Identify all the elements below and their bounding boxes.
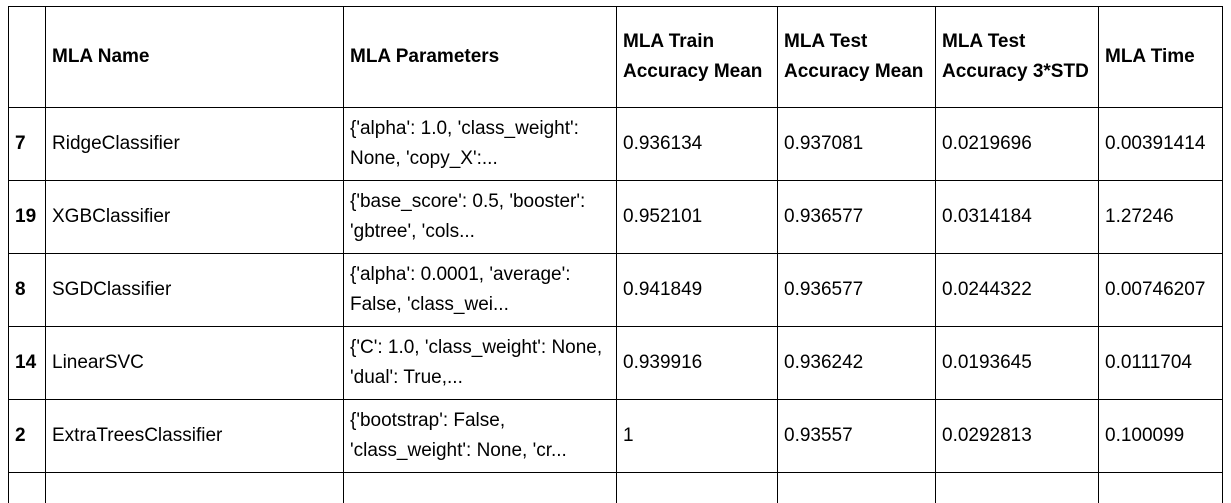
mla-parameters-cell: {'base_score': 0.5, 'booster': 'gbtree',… — [344, 181, 617, 254]
table-row: 2 ExtraTreesClassifier {'bootstrap': Fal… — [9, 400, 1223, 473]
partial-cell — [1099, 473, 1223, 503]
partial-cell — [344, 473, 617, 503]
header-index — [9, 7, 46, 108]
table-body: 7 RidgeClassifier {'alpha': 1.0, 'class_… — [9, 108, 1223, 503]
table-row: 7 RidgeClassifier {'alpha': 1.0, 'class_… — [9, 108, 1223, 181]
row-index: 14 — [9, 327, 46, 400]
row-index: 2 — [9, 400, 46, 473]
train-accuracy-cell: 0.952101 — [617, 181, 778, 254]
train-accuracy-cell: 0.941849 — [617, 254, 778, 327]
results-table: MLA Name MLA Parameters MLA Train Accura… — [8, 6, 1223, 503]
table-row: 14 LinearSVC {'C': 1.0, 'class_weight': … — [9, 327, 1223, 400]
mla-name-cell: LinearSVC — [46, 327, 344, 400]
test-accuracy-cell: 0.936242 — [778, 327, 936, 400]
mla-name-cell: SGDClassifier — [46, 254, 344, 327]
table-header: MLA Name MLA Parameters MLA Train Accura… — [9, 7, 1223, 108]
partial-cell — [936, 473, 1099, 503]
time-cell: 0.0111704 — [1099, 327, 1223, 400]
header-mla-name: MLA Name — [46, 7, 344, 108]
partial-cell — [9, 473, 46, 503]
test-accuracy-cell: 0.936577 — [778, 181, 936, 254]
test-3std-cell: 0.0219696 — [936, 108, 1099, 181]
train-accuracy-cell: 1 — [617, 400, 778, 473]
partial-cell — [617, 473, 778, 503]
partial-cell — [46, 473, 344, 503]
train-accuracy-cell: 0.936134 — [617, 108, 778, 181]
header-train-accuracy-mean: MLA Train Accuracy Mean — [617, 7, 778, 108]
table-row-partial — [9, 473, 1223, 503]
time-cell: 0.100099 — [1099, 400, 1223, 473]
mla-name-cell: RidgeClassifier — [46, 108, 344, 181]
train-accuracy-cell: 0.939916 — [617, 327, 778, 400]
header-test-accuracy-3std: MLA Test Accuracy 3*STD — [936, 7, 1099, 108]
header-row: MLA Name MLA Parameters MLA Train Accura… — [9, 7, 1223, 108]
mla-name-cell: XGBClassifier — [46, 181, 344, 254]
test-3std-cell: 0.0314184 — [936, 181, 1099, 254]
test-accuracy-cell: 0.936577 — [778, 254, 936, 327]
time-cell: 0.00746207 — [1099, 254, 1223, 327]
time-cell: 0.00391414 — [1099, 108, 1223, 181]
row-index: 8 — [9, 254, 46, 327]
table-row: 19 XGBClassifier {'base_score': 0.5, 'bo… — [9, 181, 1223, 254]
header-test-accuracy-mean: MLA Test Accuracy Mean — [778, 7, 936, 108]
test-3std-cell: 0.0244322 — [936, 254, 1099, 327]
test-accuracy-cell: 0.937081 — [778, 108, 936, 181]
mla-parameters-cell: {'alpha': 1.0, 'class_weight': None, 'co… — [344, 108, 617, 181]
test-3std-cell: 0.0292813 — [936, 400, 1099, 473]
header-mla-parameters: MLA Parameters — [344, 7, 617, 108]
header-mla-time: MLA Time — [1099, 7, 1223, 108]
row-index: 19 — [9, 181, 46, 254]
partial-cell — [778, 473, 936, 503]
mla-parameters-cell: {'alpha': 0.0001, 'average': False, 'cla… — [344, 254, 617, 327]
mla-parameters-cell: {'C': 1.0, 'class_weight': None, 'dual':… — [344, 327, 617, 400]
table-row: 8 SGDClassifier {'alpha': 0.0001, 'avera… — [9, 254, 1223, 327]
time-cell: 1.27246 — [1099, 181, 1223, 254]
mla-parameters-cell: {'bootstrap': False, 'class_weight': Non… — [344, 400, 617, 473]
test-3std-cell: 0.0193645 — [936, 327, 1099, 400]
mla-name-cell: ExtraTreesClassifier — [46, 400, 344, 473]
test-accuracy-cell: 0.93557 — [778, 400, 936, 473]
row-index: 7 — [9, 108, 46, 181]
